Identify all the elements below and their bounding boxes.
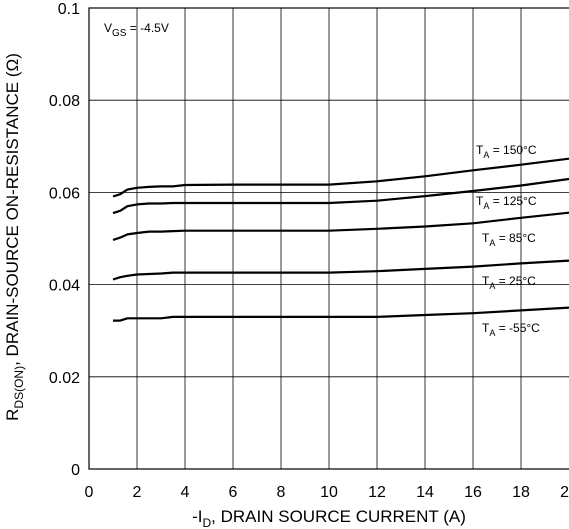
condition-label: VGS = -4.5V	[104, 21, 169, 39]
series-label-0: TA = 150°C	[476, 143, 537, 160]
series-line-3	[112, 259, 569, 281]
plot-frame	[88, 7, 569, 470]
y-axis-label: RDS(ON), DRAIN-SOURCE ON-RESISTANCE (Ω)	[3, 53, 26, 421]
series-lines	[112, 157, 569, 322]
x-tick-label: 8	[277, 484, 286, 501]
x-tick-label: 14	[416, 484, 434, 501]
x-tick-label: 16	[464, 484, 482, 501]
series-label-3: TA = 25°C	[482, 274, 536, 291]
series-line-0	[112, 157, 569, 198]
series-label-2: TA = 85°C	[482, 231, 536, 248]
series-line-4	[113, 306, 569, 322]
y-tick-label: 0.1	[58, 1, 80, 18]
y-tick-label: 0.04	[49, 278, 80, 295]
y-tick-label: 0	[71, 462, 80, 479]
y-tick-label: 0.08	[49, 93, 80, 110]
series-line-1	[112, 177, 569, 215]
y-tick-label: 0.02	[49, 370, 80, 387]
x-tick-label: 10	[320, 484, 338, 501]
x-tick-label: 2	[133, 484, 142, 501]
series-label-1: TA = 125°C	[476, 194, 537, 211]
series-label-4: TA = -55°C	[482, 321, 540, 338]
series-labels: TA = 150°C TA = 125°C TA = 85°C TA = 25°C TA…	[476, 143, 540, 338]
x-tick-label: 18	[512, 484, 530, 501]
grid	[88, 7, 569, 470]
y-tick-labels: 0 0.02 0.04 0.06 0.08 0.1	[49, 1, 80, 479]
x-tick-label: 4	[181, 484, 190, 501]
x-tick-label: 20	[560, 484, 569, 501]
x-tick-label: 12	[368, 484, 386, 501]
x-tick-labels: 0 2 4 6 8 10 12 14 16 18 20	[85, 484, 569, 501]
x-axis-label: -ID, DRAIN SOURCE CURRENT (A)	[192, 507, 466, 529]
x-tick-label: 6	[229, 484, 238, 501]
series-line-2	[112, 211, 569, 241]
y-tick-label: 0.06	[49, 185, 80, 202]
x-tick-label: 0	[85, 484, 94, 501]
